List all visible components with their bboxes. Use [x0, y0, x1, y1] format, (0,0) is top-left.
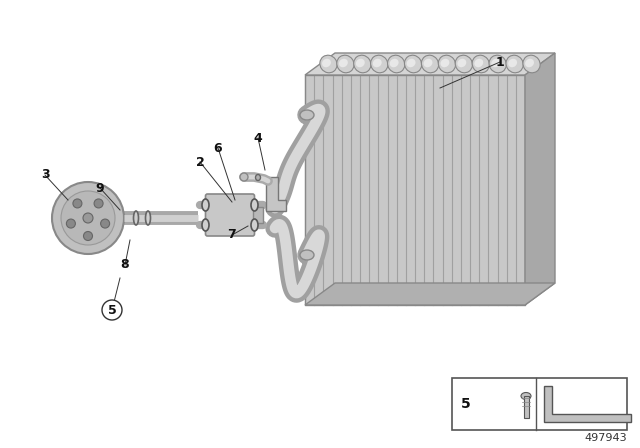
Ellipse shape	[474, 59, 483, 67]
Ellipse shape	[255, 175, 260, 181]
Ellipse shape	[525, 59, 534, 67]
Text: 4: 4	[253, 132, 262, 145]
Ellipse shape	[337, 55, 354, 73]
Polygon shape	[525, 53, 555, 305]
Ellipse shape	[440, 59, 449, 67]
Circle shape	[102, 300, 122, 320]
Ellipse shape	[356, 59, 365, 67]
Polygon shape	[305, 283, 555, 305]
Ellipse shape	[388, 55, 404, 73]
Ellipse shape	[320, 55, 337, 73]
Ellipse shape	[371, 55, 388, 73]
Polygon shape	[544, 386, 631, 422]
FancyBboxPatch shape	[205, 194, 255, 236]
Ellipse shape	[404, 55, 422, 73]
Ellipse shape	[94, 199, 103, 208]
Ellipse shape	[251, 219, 258, 231]
Ellipse shape	[372, 59, 381, 67]
Ellipse shape	[67, 219, 76, 228]
Ellipse shape	[492, 59, 500, 67]
Text: 3: 3	[41, 168, 49, 181]
Text: 8: 8	[121, 258, 129, 271]
Ellipse shape	[390, 59, 399, 67]
Ellipse shape	[508, 59, 517, 67]
Ellipse shape	[83, 213, 93, 223]
Bar	[253, 207, 262, 223]
Ellipse shape	[73, 199, 82, 208]
Ellipse shape	[406, 59, 415, 67]
Ellipse shape	[202, 199, 209, 211]
Ellipse shape	[145, 211, 150, 225]
Ellipse shape	[506, 55, 524, 73]
Text: 9: 9	[96, 181, 104, 194]
Ellipse shape	[455, 55, 472, 73]
Text: 5: 5	[108, 303, 116, 316]
Text: 2: 2	[196, 155, 204, 168]
Ellipse shape	[134, 211, 138, 225]
Ellipse shape	[421, 55, 438, 73]
Ellipse shape	[438, 55, 456, 73]
Polygon shape	[266, 177, 286, 211]
Text: 6: 6	[214, 142, 222, 155]
Ellipse shape	[523, 55, 540, 73]
Ellipse shape	[100, 219, 109, 228]
Bar	[524, 396, 529, 418]
Text: 5: 5	[461, 397, 471, 411]
Ellipse shape	[339, 59, 348, 67]
Ellipse shape	[83, 232, 93, 241]
Polygon shape	[305, 75, 525, 305]
Ellipse shape	[489, 55, 506, 73]
Ellipse shape	[240, 173, 248, 181]
Ellipse shape	[52, 182, 124, 254]
Ellipse shape	[424, 59, 433, 67]
Text: 1: 1	[495, 56, 504, 69]
Bar	[452, 378, 627, 430]
Text: 7: 7	[228, 228, 236, 241]
Ellipse shape	[472, 55, 490, 73]
Ellipse shape	[300, 110, 314, 120]
Ellipse shape	[521, 392, 531, 400]
Polygon shape	[305, 53, 555, 75]
Ellipse shape	[202, 219, 209, 231]
Ellipse shape	[322, 59, 331, 67]
Ellipse shape	[354, 55, 371, 73]
Ellipse shape	[61, 191, 115, 245]
Ellipse shape	[300, 250, 314, 260]
Text: 497943: 497943	[584, 433, 627, 443]
Ellipse shape	[458, 59, 467, 67]
Ellipse shape	[251, 199, 258, 211]
